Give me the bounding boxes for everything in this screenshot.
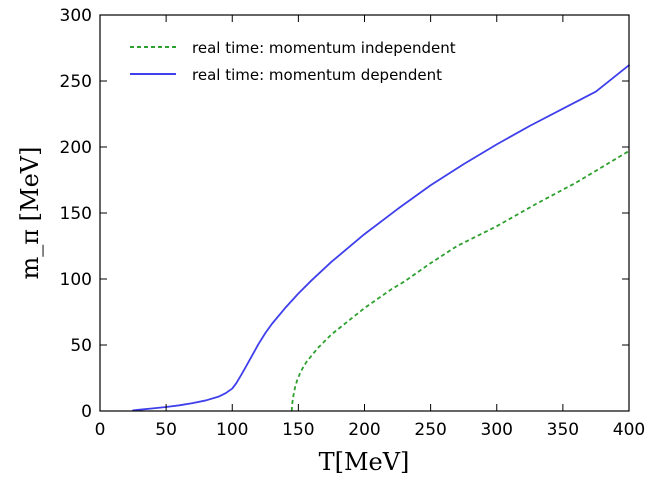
y-tick-label: 250 — [60, 72, 92, 92]
y-tick-label: 300 — [60, 6, 92, 26]
plot-background — [100, 15, 629, 411]
x-axis-label: T[MeV] — [319, 448, 410, 476]
plot-frame — [99, 14, 630, 412]
y-axis-label: m_π [MeV] — [16, 147, 44, 280]
x-tick-label: 200 — [348, 420, 380, 440]
series-line-momentum-dependent — [132, 64, 630, 412]
x-tick-label: 350 — [547, 420, 579, 440]
y-tick-label: 150 — [60, 204, 92, 224]
x-tick-label: 250 — [414, 420, 446, 440]
x-tick-label: 0 — [95, 420, 106, 440]
series-layer — [132, 64, 630, 412]
y-tick-label: 200 — [60, 138, 92, 158]
legend-label-momentum-dependent: real time: momentum dependent — [192, 66, 442, 84]
y-tick-label: 50 — [70, 336, 92, 356]
legend: real time: momentum independent real tim… — [130, 39, 456, 84]
x-tick-label: 100 — [216, 420, 248, 440]
y-tick-label: 0 — [81, 402, 92, 422]
tick-labels: 0 50 100 150 200 250 300 350 400 0 50 100 150 200 250 3… — [60, 6, 646, 440]
x-tick-label: 50 — [155, 420, 177, 440]
x-tick-label: 150 — [282, 420, 314, 440]
legend-label-momentum-independent: real time: momentum independent — [192, 39, 456, 57]
series-line-momentum-independent — [290, 150, 630, 412]
y-tick-label: 100 — [60, 270, 92, 290]
x-tick-label: 400 — [613, 420, 645, 440]
x-tick-label: 300 — [481, 420, 513, 440]
plot-area — [100, 15, 629, 411]
